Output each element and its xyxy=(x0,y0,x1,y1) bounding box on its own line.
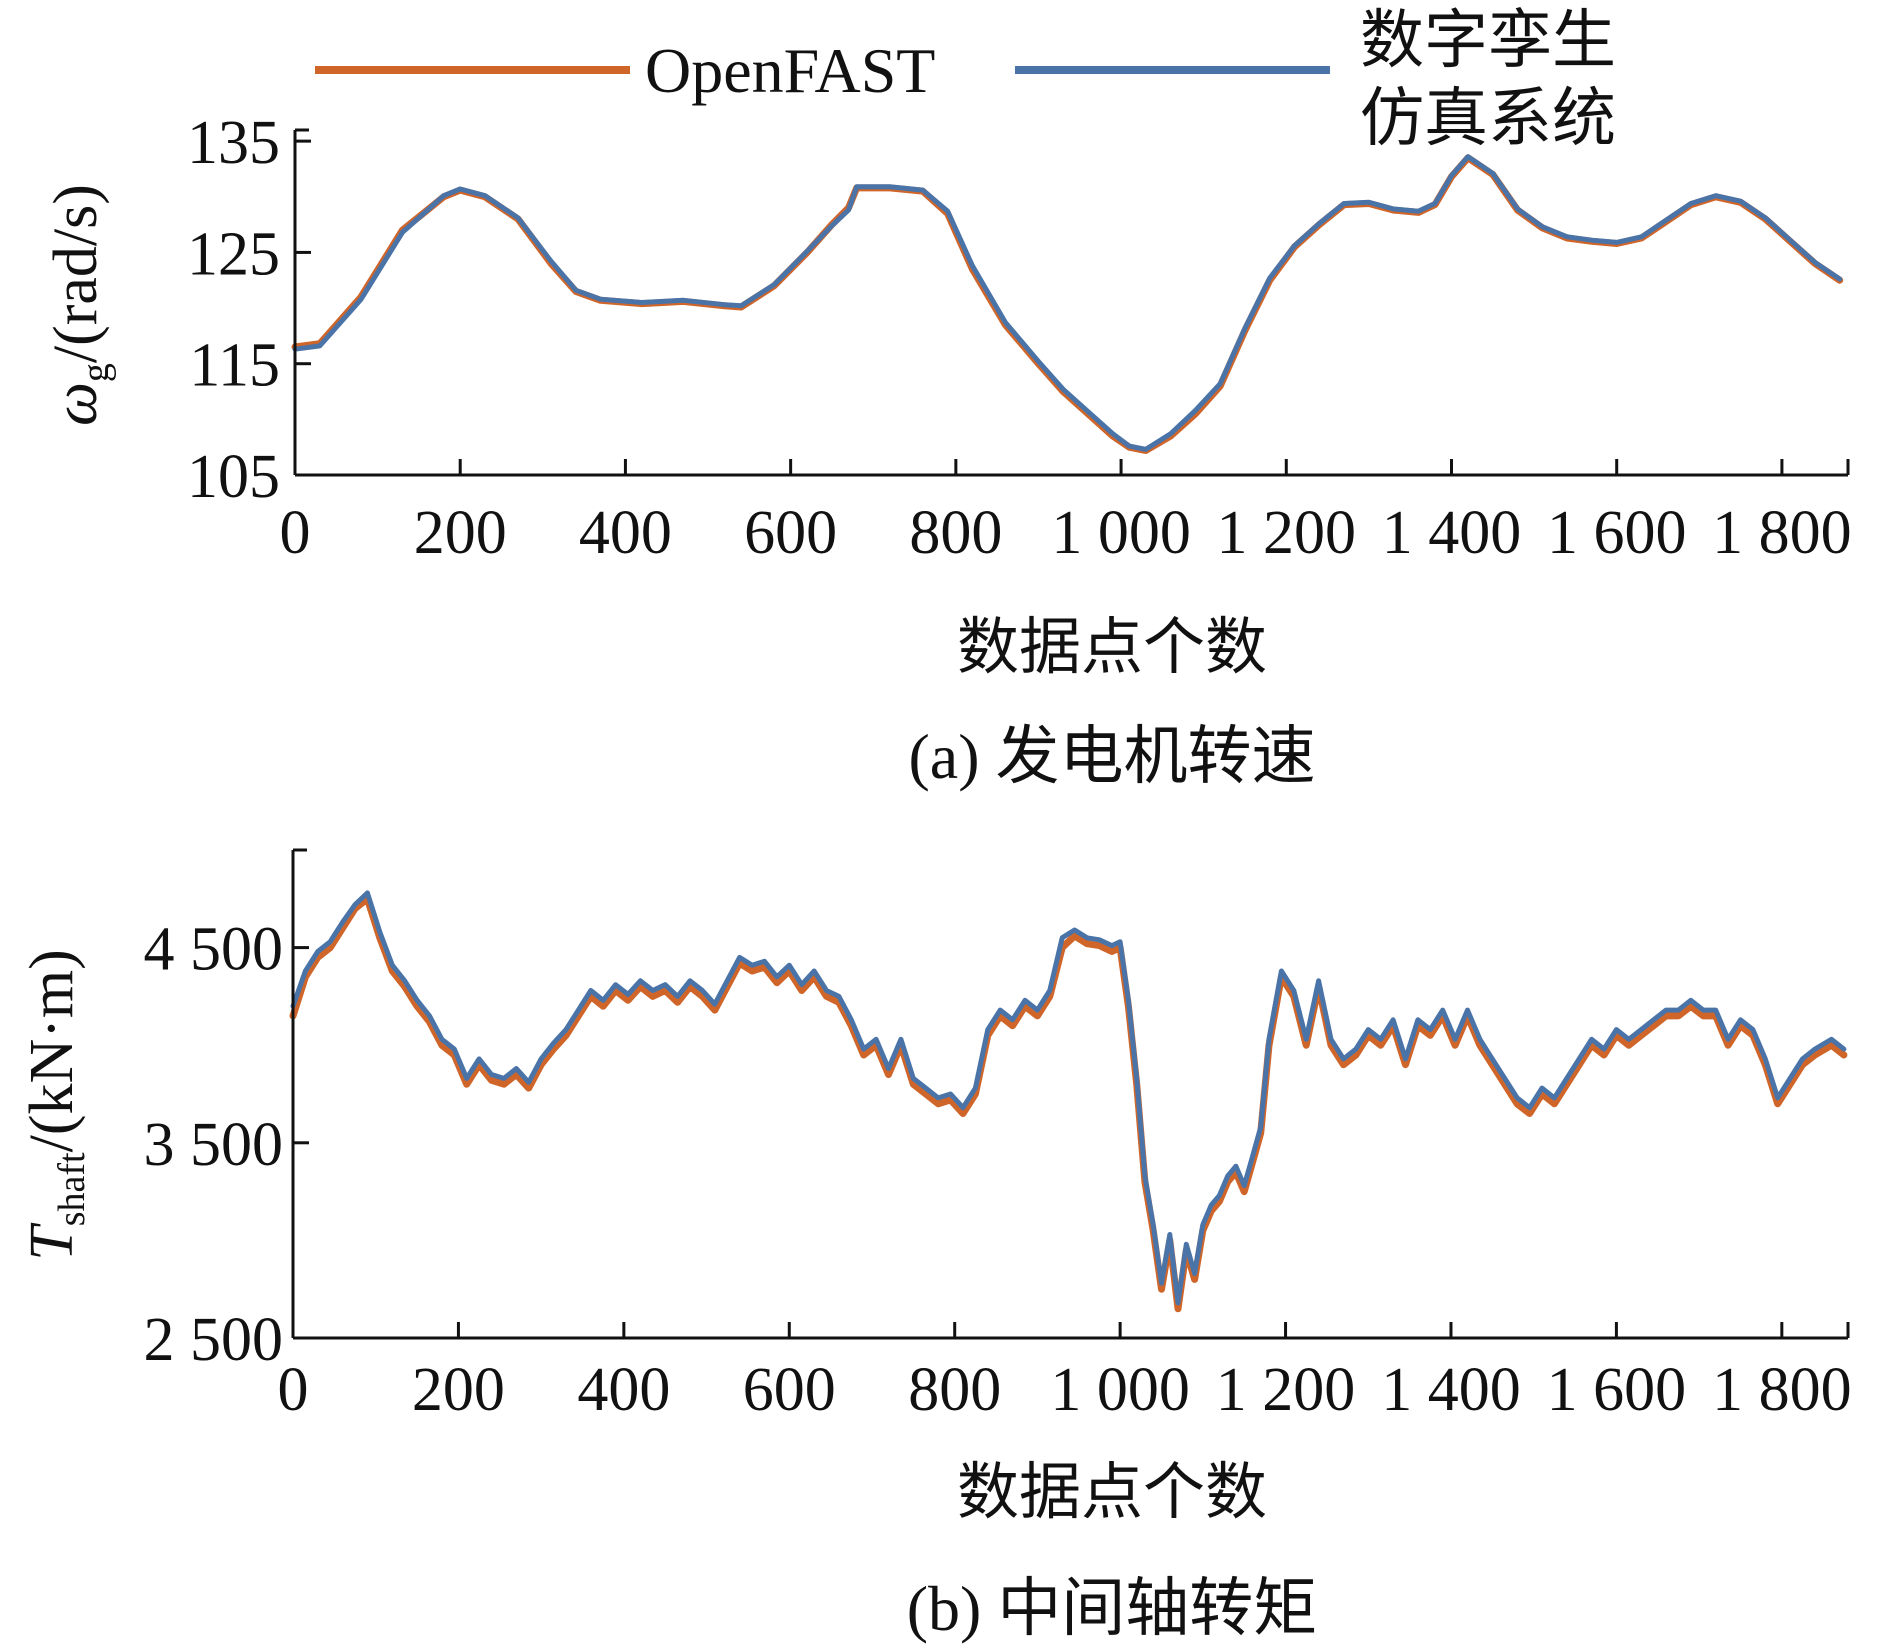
legend-label-openfast: OpenFAST xyxy=(645,35,935,106)
chart-b-series xyxy=(289,890,1848,1313)
chart-a-ylabel: ωg/(rad/s) xyxy=(42,184,117,426)
chart-b-caption: (b) 中间轴转矩 xyxy=(907,1573,1318,1644)
legend: OpenFAST 数字孪生 仿真系统 xyxy=(315,5,1616,154)
chart-a-series-digital-twin xyxy=(292,154,1843,452)
chart-b-ylabel: Tshaft/(kN·m) xyxy=(18,949,93,1261)
chart-a-series-openfast xyxy=(291,154,1844,454)
svg-text:ωg/(rad/s): ωg/(rad/s) xyxy=(42,184,117,426)
chart-b-xtick-label: 200 xyxy=(412,1356,505,1424)
chart-a-xtick-label: 400 xyxy=(579,499,672,567)
chart-a-xtick-label: 1 600 xyxy=(1547,499,1687,567)
chart-b-series-openfast xyxy=(289,895,1848,1313)
chart-b-xtick-label: 1 400 xyxy=(1381,1356,1521,1424)
chart-a-ylabel-sub: g xyxy=(75,363,117,382)
chart-a-ticks: 0 200 400 600 800 1 000 1 200 1 400 1 600 1 800 10… xyxy=(187,109,1852,567)
chart-a-xtick-label: 0 xyxy=(280,499,311,567)
chart-b-ytick-label: 3 500 xyxy=(144,1111,284,1179)
chart-a-xtick-label: 1 200 xyxy=(1217,499,1357,567)
chart-a-xtick-label: 1 800 xyxy=(1712,499,1852,567)
chart-b-xtick-label: 400 xyxy=(577,1356,670,1424)
legend-label-digital-twin-line1: 数字孪生 xyxy=(1360,5,1616,76)
chart-a-ylabel-unit: /(rad/s) xyxy=(42,184,110,363)
chart-b-xtick-label: 1 000 xyxy=(1050,1356,1190,1424)
chart-b-xtick-label: 1 800 xyxy=(1712,1356,1852,1424)
chart-a-xlabel: 数据点个数 xyxy=(957,614,1267,682)
chart-a-xtick-label: 200 xyxy=(414,499,507,567)
svg-text:Tshaft/(kN·m): Tshaft/(kN·m) xyxy=(18,949,93,1261)
chart-b-ytick-label: 4 500 xyxy=(144,916,284,984)
chart-b-xtick-label: 1 600 xyxy=(1547,1356,1687,1424)
chart-a-series xyxy=(291,154,1844,454)
chart-a-xtick-label: 1 400 xyxy=(1382,499,1522,567)
chart-a-caption: (a) 发电机转速 xyxy=(908,721,1315,792)
chart-a-ylabel-main: ω xyxy=(42,382,110,426)
chart-a-ytick-label: 125 xyxy=(187,220,280,288)
chart-b-xtick-label: 600 xyxy=(743,1356,836,1424)
chart-b-ticks: 0 200 400 600 800 1 000 1 200 1 400 1 600 1 800 2 … xyxy=(144,916,1852,1424)
chart-b-xlabel: 数据点个数 xyxy=(957,1459,1267,1527)
chart-shaft-torque: 0 200 400 600 800 1 000 1 200 1 400 1 600 1 800 2 … xyxy=(18,848,1852,1644)
chart-a-xtick-label: 1 000 xyxy=(1051,499,1191,567)
chart-a-ytick-label: 105 xyxy=(187,443,280,511)
chart-b-xtick-label: 1 200 xyxy=(1216,1356,1356,1424)
chart-a-xtick-label: 800 xyxy=(909,499,1002,567)
chart-b-xtick-label: 0 xyxy=(278,1356,309,1424)
chart-b-series-digital-twin xyxy=(290,890,1847,1306)
chart-a-axes xyxy=(293,128,1848,477)
chart-b-ytick-label: 2 500 xyxy=(144,1306,284,1374)
chart-b-ylabel-sub: shaft xyxy=(51,1152,93,1226)
legend-label-digital-twin-line2: 仿真系统 xyxy=(1360,83,1616,154)
chart-b-xtick-label: 800 xyxy=(908,1356,1001,1424)
chart-a-ytick-label: 135 xyxy=(187,109,280,177)
chart-a-xtick-label: 600 xyxy=(744,499,837,567)
chart-b-ylabel-main: T xyxy=(18,1222,86,1261)
chart-b-ylabel-unit: /(kN·m) xyxy=(18,949,86,1152)
chart-generator-speed: 0 200 400 600 800 1 000 1 200 1 400 1 600 1 800 10… xyxy=(42,109,1852,792)
chart-b-axes xyxy=(291,848,1848,1340)
chart-a-ytick-label: 115 xyxy=(189,332,280,400)
